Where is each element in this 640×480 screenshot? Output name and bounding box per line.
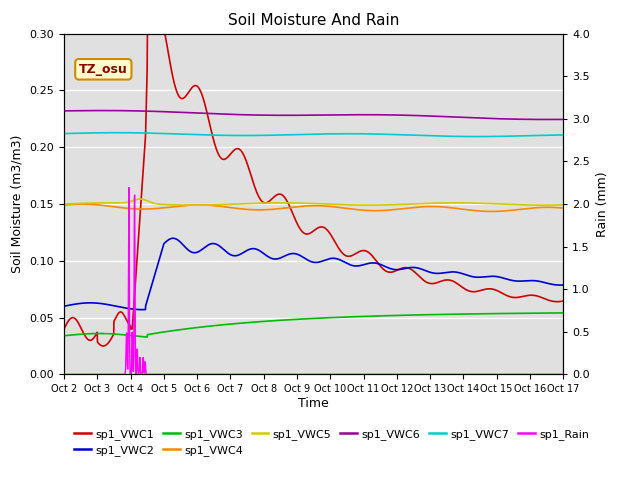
Y-axis label: Soil Moisture (m3/m3): Soil Moisture (m3/m3) [11,135,24,273]
Legend: sp1_VWC1, sp1_VWC2, sp1_VWC3, sp1_VWC4, sp1_VWC5, sp1_VWC6, sp1_VWC7, sp1_Rain: sp1_VWC1, sp1_VWC2, sp1_VWC3, sp1_VWC4, … [70,424,594,460]
Y-axis label: Rain (mm): Rain (mm) [596,171,609,237]
Text: TZ_osu: TZ_osu [79,63,128,76]
X-axis label: Time: Time [298,397,329,410]
Title: Soil Moisture And Rain: Soil Moisture And Rain [228,13,399,28]
